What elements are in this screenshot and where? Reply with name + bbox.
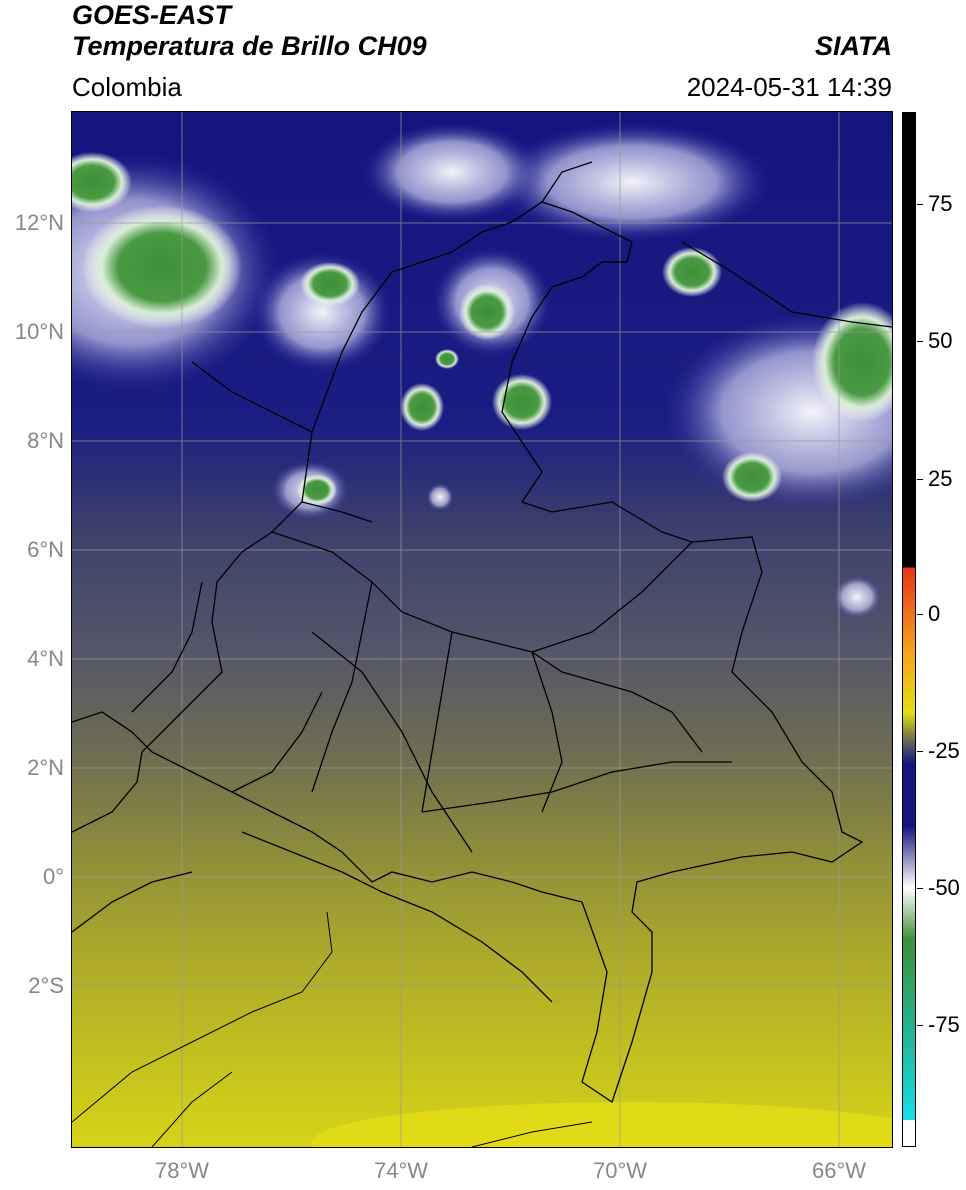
map-panel[interactable]: [72, 112, 892, 1147]
lat-label-2s: 2°S: [28, 973, 64, 998]
colorbar-label-0: 0: [928, 601, 941, 626]
lon-label-74w: 74°W: [373, 1158, 429, 1183]
colorbar-tick: [917, 751, 923, 752]
colorbar: [902, 112, 916, 1147]
colorbar-label-minus50: -50: [928, 875, 960, 900]
colorbar-tick: [917, 479, 923, 480]
colorbar-label-minus25: -25: [928, 738, 960, 763]
product-title: Temperatura de Brillo CH09: [72, 31, 427, 61]
datetime-label: 2024-05-31 14:39: [686, 72, 892, 102]
lat-label-6n: 6°N: [27, 537, 64, 562]
satellite-title: GOES-EAST: [72, 0, 232, 30]
colorbar-label-minus75: -75: [928, 1012, 960, 1037]
lat-label-8n: 8°N: [27, 428, 64, 453]
colorbar-tick: [917, 341, 923, 342]
coastline-south: [72, 911, 593, 1147]
lat-label-2n: 2°N: [27, 755, 64, 780]
lat-label-0: 0°: [42, 864, 64, 889]
colorbar-tick: [917, 204, 923, 205]
colorbar-label-50: 50: [928, 328, 953, 353]
source-label: SIATA: [815, 31, 892, 61]
colorbar-tick: [917, 1025, 923, 1026]
lon-label-78w: 78°W: [154, 1158, 210, 1183]
graticule: [72, 112, 892, 1147]
lat-label-10n: 10°N: [14, 319, 64, 344]
lon-label-70w: 70°W: [592, 1158, 648, 1183]
lon-label-66w: 66°W: [811, 1158, 867, 1183]
colorbar-label-25: 25: [928, 466, 953, 491]
convective-cloud-west: [82, 205, 242, 329]
colorbar-tick: [917, 888, 923, 889]
region-label: Colombia: [72, 72, 182, 102]
lat-label-12n: 12°N: [14, 210, 64, 235]
colorbar-label-75: 75: [928, 191, 953, 216]
colorbar-tick: [917, 614, 923, 615]
brightness-temperature-map[interactable]: [72, 112, 892, 1147]
borders: [72, 161, 892, 1104]
lat-label-4n: 4°N: [27, 646, 64, 671]
